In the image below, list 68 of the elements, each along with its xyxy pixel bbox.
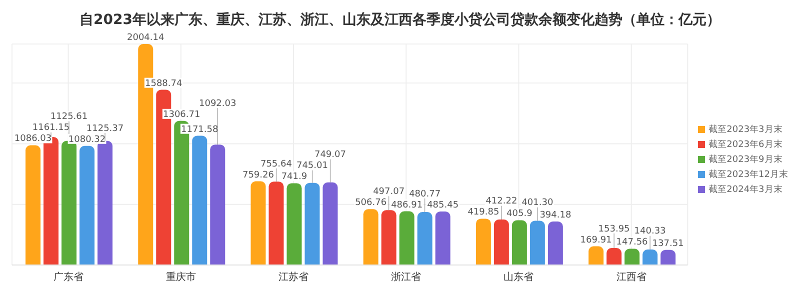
data-label: 1588.74	[145, 78, 182, 89]
data-label: 405.9	[506, 209, 533, 220]
data-label: 401.30	[522, 198, 554, 208]
data-label: 506.76	[355, 198, 387, 208]
bar	[588, 246, 604, 265]
data-label: 741.9	[281, 172, 308, 182]
bar	[210, 144, 226, 265]
data-label: 412.22	[486, 196, 518, 207]
x-tick-label: 江西省	[616, 271, 646, 284]
data-label: 749.07	[314, 150, 346, 160]
legend-label: 截至2023年9月末	[708, 154, 782, 166]
data-label: 759.26	[242, 170, 274, 180]
bar	[512, 220, 527, 265]
bar	[363, 209, 378, 265]
bar	[548, 222, 563, 265]
bar	[322, 182, 338, 265]
bar	[268, 182, 284, 265]
x-tick-label: 广东省	[53, 271, 84, 284]
bar	[98, 140, 113, 265]
data-label: 419.85	[468, 208, 500, 218]
bar	[399, 211, 414, 265]
bar	[80, 146, 95, 265]
bar	[624, 248, 640, 265]
data-label: 1171.58	[181, 124, 218, 135]
data-label: 1125.61	[50, 112, 88, 122]
data-label: 137.51	[652, 238, 684, 249]
bar	[192, 136, 208, 265]
data-label: 147.56	[616, 238, 648, 248]
legend-label: 截至2023年3月末	[708, 124, 782, 136]
bar	[62, 140, 77, 265]
data-label: 1161.15	[32, 123, 70, 134]
data-label: 1092.03	[199, 98, 236, 109]
bar	[304, 182, 320, 265]
data-label: 755.64	[260, 159, 292, 170]
x-tick-label: 浙江省	[391, 271, 422, 284]
bar	[494, 220, 509, 265]
data-label: 485.45	[427, 200, 459, 210]
x-tick-label: 山东省	[504, 271, 534, 284]
bar	[26, 145, 41, 265]
data-label: 1306.71	[163, 110, 200, 120]
data-label: 497.07	[373, 187, 405, 198]
data-label: 140.33	[634, 226, 666, 237]
x-tick-label: 重庆市	[166, 271, 196, 284]
data-label: 486.91	[391, 200, 423, 210]
bar	[642, 250, 658, 265]
legend-label: 截至2024年3月末	[708, 184, 782, 196]
data-label: 394.18	[540, 210, 572, 221]
bar	[435, 211, 450, 265]
data-label: 1086.03	[14, 134, 52, 144]
data-label: 480.77	[409, 189, 441, 200]
bar	[530, 220, 545, 265]
data-label: 745.01	[296, 161, 328, 172]
bar	[286, 183, 302, 265]
chart-title: 自2023年以来广东、重庆、江苏、浙江、山东及江西各季度小贷公司贷款余额变化趋势（单位：亿元）	[78, 10, 722, 30]
legend-label: 截至2023年12月末	[708, 168, 788, 181]
bar	[606, 248, 622, 265]
bar	[417, 212, 432, 265]
data-label: 169.91	[580, 235, 612, 246]
bar	[660, 250, 676, 265]
x-tick-label: 江苏省	[278, 271, 309, 284]
data-label: 2004.14	[127, 33, 164, 43]
bar	[381, 210, 396, 265]
bar	[250, 181, 266, 265]
legend-label: 截至2023年6月末	[708, 138, 782, 151]
bar	[476, 218, 491, 265]
data-label: 1125.37	[86, 124, 124, 134]
data-label: 1080.32	[68, 134, 106, 145]
data-label: 153.95	[598, 224, 630, 234]
